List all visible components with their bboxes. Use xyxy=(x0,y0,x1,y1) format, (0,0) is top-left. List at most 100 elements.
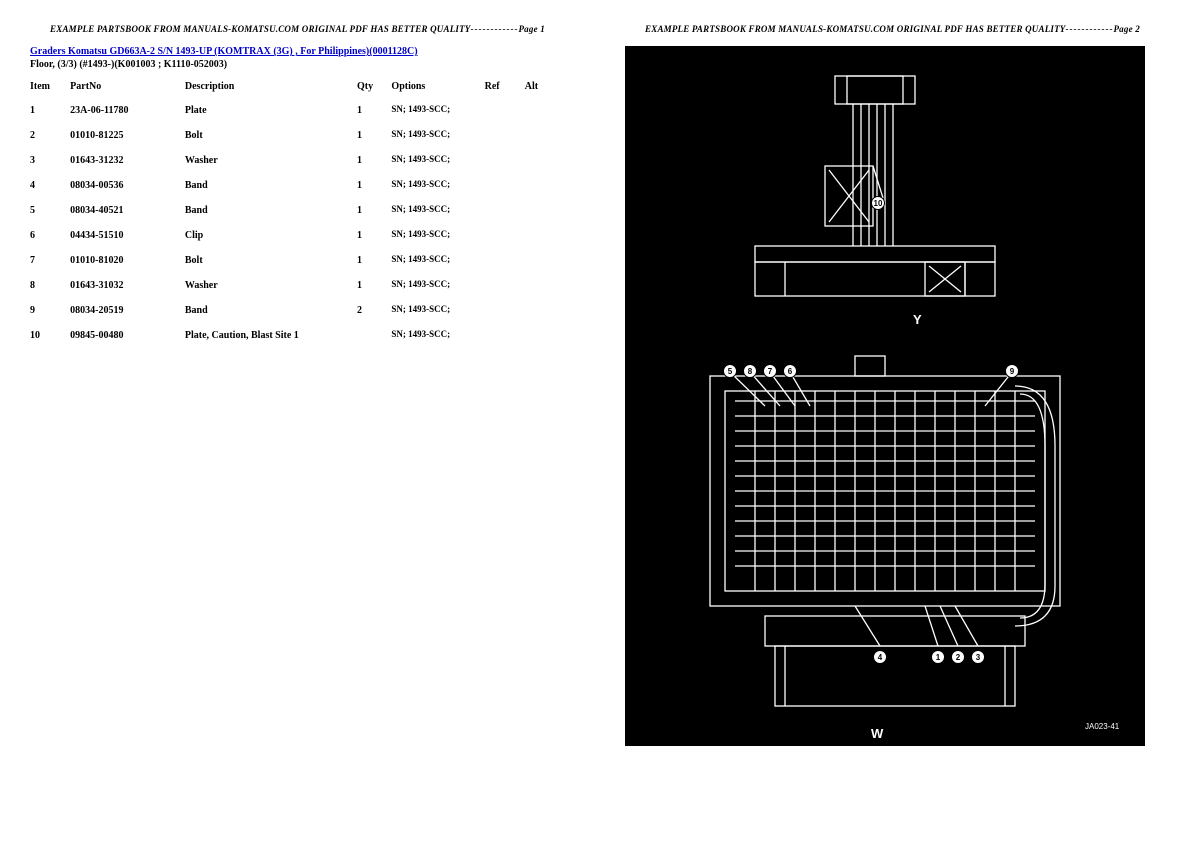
cell-ref xyxy=(485,198,525,223)
cell-qty: 1 xyxy=(357,148,391,173)
callout-8: 8 xyxy=(743,364,757,378)
table-row: 3 01643-31232 Washer 1 SN; 1493-SCC; xyxy=(30,148,565,173)
cell-partno: 01643-31232 xyxy=(70,148,185,173)
cell-opt: SN; 1493-SCC; xyxy=(391,223,484,248)
page-2-num: Page 2 xyxy=(1113,24,1139,34)
cell-alt xyxy=(525,98,565,123)
cell-item: 5 xyxy=(30,198,70,223)
cell-item: 9 xyxy=(30,298,70,323)
cell-partno: 08034-20519 xyxy=(70,298,185,323)
cell-desc: Band xyxy=(185,298,357,323)
cell-qty: 1 xyxy=(357,123,391,148)
page-1: EXAMPLE PARTSBOOK FROM MANUALS-KOMATSU.C… xyxy=(0,0,595,842)
page-1-num: Page 1 xyxy=(518,24,544,34)
cell-qty: 2 xyxy=(357,298,391,323)
cell-item: 7 xyxy=(30,248,70,273)
cell-item: 6 xyxy=(30,223,70,248)
callout-10: 10 xyxy=(871,196,885,210)
cell-ref xyxy=(485,298,525,323)
col-qty: Qty xyxy=(357,78,391,98)
table-row: 4 08034-00536 Band 1 SN; 1493-SCC; xyxy=(30,173,565,198)
cell-item: 10 xyxy=(30,323,70,348)
subtitle: Floor, (3/3) (#1493-)(K001003 ; K1110-05… xyxy=(30,59,565,70)
table-row: 5 08034-40521 Band 1 SN; 1493-SCC; xyxy=(30,198,565,223)
callout-1: 1 xyxy=(931,650,945,664)
cell-alt xyxy=(525,248,565,273)
page-1-header: EXAMPLE PARTSBOOK FROM MANUALS-KOMATSU.C… xyxy=(30,24,565,34)
callout-4: 4 xyxy=(873,650,887,664)
cell-alt xyxy=(525,198,565,223)
cell-ref xyxy=(485,173,525,198)
table-row: 7 01010-81020 Bolt 1 SN; 1493-SCC; xyxy=(30,248,565,273)
cell-qty xyxy=(357,323,391,348)
header-text: EXAMPLE PARTSBOOK FROM MANUALS-KOMATSU.C… xyxy=(50,24,470,34)
header-dots: ------------ xyxy=(471,24,519,34)
page-2: EXAMPLE PARTSBOOK FROM MANUALS-KOMATSU.C… xyxy=(595,0,1190,842)
cell-desc: Band xyxy=(185,173,357,198)
table-row: 2 01010-81225 Bolt 1 SN; 1493-SCC; xyxy=(30,123,565,148)
cell-ref xyxy=(485,323,525,348)
cell-desc: Washer xyxy=(185,273,357,298)
cell-qty: 1 xyxy=(357,273,391,298)
header-text: EXAMPLE PARTSBOOK FROM MANUALS-KOMATSU.C… xyxy=(645,24,1065,34)
cell-qty: 1 xyxy=(357,198,391,223)
cell-qty: 1 xyxy=(357,223,391,248)
table-row: 10 09845-00480 Plate, Caution, Blast Sit… xyxy=(30,323,565,348)
cell-opt: SN; 1493-SCC; xyxy=(391,323,484,348)
cell-partno: 08034-40521 xyxy=(70,198,185,223)
axis-label-y: Y xyxy=(913,312,922,327)
cell-partno: 23A-06-11780 xyxy=(70,98,185,123)
cell-alt xyxy=(525,223,565,248)
table-row: 1 23A-06-11780 Plate 1 SN; 1493-SCC; xyxy=(30,98,565,123)
table-row: 8 01643-31032 Washer 1 SN; 1493-SCC; xyxy=(30,273,565,298)
cell-qty: 1 xyxy=(357,98,391,123)
cell-partno: 01643-31032 xyxy=(70,273,185,298)
cell-qty: 1 xyxy=(357,248,391,273)
callout-6: 6 xyxy=(783,364,797,378)
cell-item: 3 xyxy=(30,148,70,173)
cell-qty: 1 xyxy=(357,173,391,198)
col-desc: Description xyxy=(185,78,357,98)
diagram-svg xyxy=(625,46,1145,746)
col-options: Options xyxy=(391,78,484,98)
cell-alt xyxy=(525,148,565,173)
cell-partno: 08034-00536 xyxy=(70,173,185,198)
cell-ref xyxy=(485,148,525,173)
cell-alt xyxy=(525,298,565,323)
cell-alt xyxy=(525,323,565,348)
cell-partno: 01010-81225 xyxy=(70,123,185,148)
cell-opt: SN; 1493-SCC; xyxy=(391,173,484,198)
cell-desc: Washer xyxy=(185,148,357,173)
cell-item: 2 xyxy=(30,123,70,148)
cell-ref xyxy=(485,223,525,248)
cell-opt: SN; 1493-SCC; xyxy=(391,123,484,148)
callout-3: 3 xyxy=(971,650,985,664)
product-link[interactable]: Graders Komatsu GD663A-2 S/N 1493-UP (KO… xyxy=(30,46,565,57)
cell-ref xyxy=(485,273,525,298)
axis-label-w: W xyxy=(871,726,883,741)
col-partno: PartNo xyxy=(70,78,185,98)
cell-alt xyxy=(525,123,565,148)
cell-opt: SN; 1493-SCC; xyxy=(391,198,484,223)
cell-desc: Plate xyxy=(185,98,357,123)
cell-item: 8 xyxy=(30,273,70,298)
callout-9: 9 xyxy=(1005,364,1019,378)
drawing-number: JA023-41 xyxy=(1085,722,1119,731)
parts-diagram: 10 5 8 7 6 9 4 1 2 3 Y W JA023-41 xyxy=(625,46,1145,746)
col-item: Item xyxy=(30,78,70,98)
cell-ref xyxy=(485,248,525,273)
page-2-header: EXAMPLE PARTSBOOK FROM MANUALS-KOMATSU.C… xyxy=(625,24,1160,34)
cell-desc: Plate, Caution, Blast Site 1 xyxy=(185,323,357,348)
cell-partno: 01010-81020 xyxy=(70,248,185,273)
table-row: 9 08034-20519 Band 2 SN; 1493-SCC; xyxy=(30,298,565,323)
callout-2: 2 xyxy=(951,650,965,664)
cell-opt: SN; 1493-SCC; xyxy=(391,273,484,298)
col-alt: Alt xyxy=(525,78,565,98)
table-header-row: Item PartNo Description Qty Options Ref … xyxy=(30,78,565,98)
header-dots: ------------ xyxy=(1066,24,1114,34)
cell-alt xyxy=(525,273,565,298)
col-ref: Ref xyxy=(485,78,525,98)
callout-5: 5 xyxy=(723,364,737,378)
table-row: 6 04434-51510 Clip 1 SN; 1493-SCC; xyxy=(30,223,565,248)
parts-table-body: 1 23A-06-11780 Plate 1 SN; 1493-SCC; 2 0… xyxy=(30,98,565,348)
